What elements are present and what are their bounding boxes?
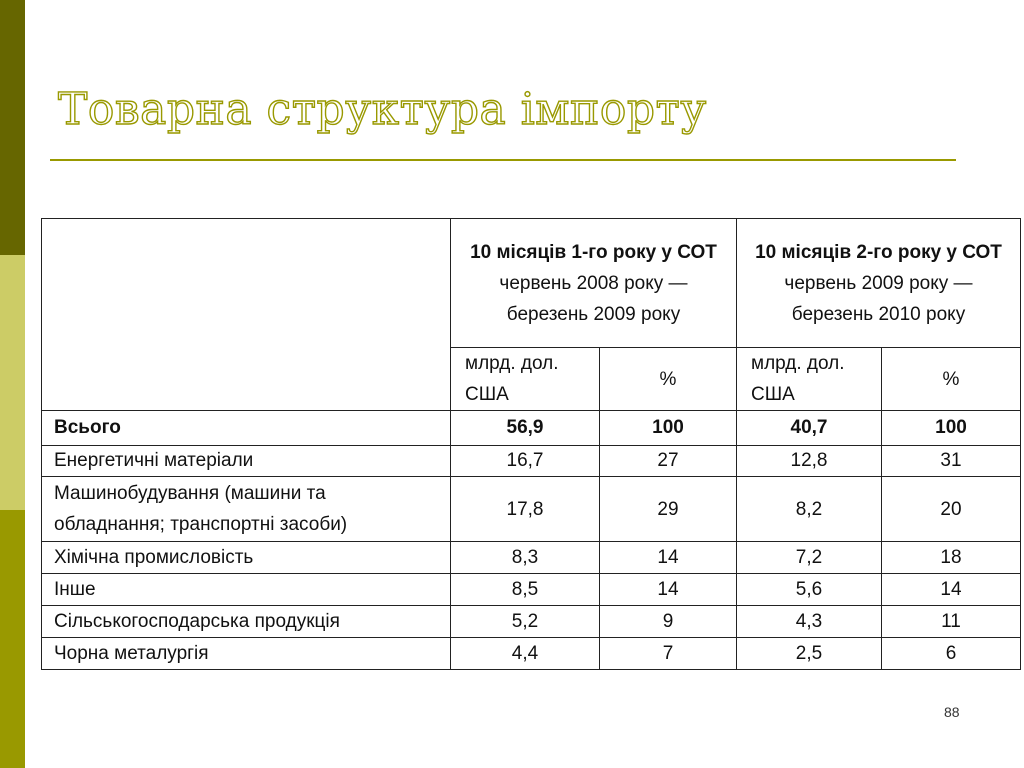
row-percent-1: 100 (599, 410, 737, 446)
row-amount-2: 40,7 (736, 410, 882, 446)
unit-percent-header-1: % (599, 347, 737, 411)
row-percent-2: 14 (881, 573, 1021, 606)
table-row: Енергетичні матеріали 16,7 27 12,8 31 (41, 445, 1021, 477)
row-amount-2: 5,6 (736, 573, 882, 606)
row-percent-2: 18 (881, 541, 1021, 574)
row-label: Хімічна промисловість (41, 541, 451, 574)
period-range-2-start: червень 2009 року — (784, 272, 973, 294)
row-amount-2: 8,2 (736, 476, 882, 542)
period-heading-1: 10 місяців 1-го року у СОТ (470, 241, 717, 263)
row-percent-1: 27 (599, 445, 737, 477)
sidebar-stripe-middle (0, 255, 25, 510)
unit-percent-header-2: % (881, 347, 1021, 411)
table-row: Всього 56,9 100 40,7 100 (41, 410, 1021, 446)
row-label: Інше (41, 573, 451, 606)
row-amount-1: 17,8 (450, 476, 600, 542)
period-range-1-end: березень 2009 року (506, 303, 681, 325)
table-row: Сільськогосподарська продукція 5,2 9 4,3… (41, 605, 1021, 638)
row-amount-1: 5,2 (450, 605, 600, 638)
table-row: Машинобудування (машини та обладнання; т… (41, 476, 1021, 542)
unit-amount-header-1: млрд. дол. США (450, 347, 600, 411)
period-header-2: 10 місяців 2-го року у СОТ червень 2009 … (736, 218, 1021, 348)
row-label: Чорна металургія (41, 637, 451, 670)
table-header-row-periods: 10 місяців 1-го року у СОТ червень 2008 … (41, 218, 1021, 411)
row-percent-1: 14 (599, 573, 737, 606)
row-label: Машинобудування (машини та обладнання; т… (41, 476, 451, 542)
row-percent-2: 20 (881, 476, 1021, 542)
row-percent-1: 7 (599, 637, 737, 670)
table-row: Інше 8,5 14 5,6 14 (41, 573, 1021, 606)
import-structure-table: 10 місяців 1-го року у СОТ червень 2008 … (41, 218, 1021, 670)
sidebar-stripe-top (0, 0, 25, 255)
period-range-1-start: червень 2008 року — (499, 272, 688, 294)
title-underline (50, 159, 956, 161)
table-row: Чорна металургія 4,4 7 2,5 6 (41, 637, 1021, 670)
row-percent-2: 100 (881, 410, 1021, 446)
row-label: Всього (41, 410, 451, 446)
table-corner-cell (41, 218, 451, 411)
row-amount-2: 12,8 (736, 445, 882, 477)
row-amount-1: 16,7 (450, 445, 600, 477)
page-number: 88 (944, 704, 960, 720)
row-percent-2: 6 (881, 637, 1021, 670)
slide-title: Товарна структура імпорту (57, 83, 707, 135)
row-percent-2: 11 (881, 605, 1021, 638)
table-row: Хімічна промисловість 8,3 14 7,2 18 (41, 541, 1021, 574)
row-amount-2: 7,2 (736, 541, 882, 574)
row-percent-1: 29 (599, 476, 737, 542)
row-amount-2: 2,5 (736, 637, 882, 670)
row-amount-1: 8,3 (450, 541, 600, 574)
row-percent-2: 31 (881, 445, 1021, 477)
row-percent-1: 14 (599, 541, 737, 574)
row-amount-1: 4,4 (450, 637, 600, 670)
table-header-row-units: млрд. дол. США % млрд. дол. США % (42, 347, 1021, 411)
row-amount-1: 56,9 (450, 410, 600, 446)
row-amount-2: 4,3 (736, 605, 882, 638)
sidebar-stripe-bottom (0, 510, 25, 768)
period-header-1: 10 місяців 1-го року у СОТ червень 2008 … (450, 218, 737, 348)
period-heading-2: 10 місяців 2-го року у СОТ (755, 241, 1002, 263)
row-percent-1: 9 (599, 605, 737, 638)
period-range-2-end: березень 2010 року (791, 303, 966, 325)
row-label: Енергетичні матеріали (41, 445, 451, 477)
unit-amount-header-2: млрд. дол. США (736, 347, 882, 411)
row-label: Сільськогосподарська продукція (41, 605, 451, 638)
row-amount-1: 8,5 (450, 573, 600, 606)
